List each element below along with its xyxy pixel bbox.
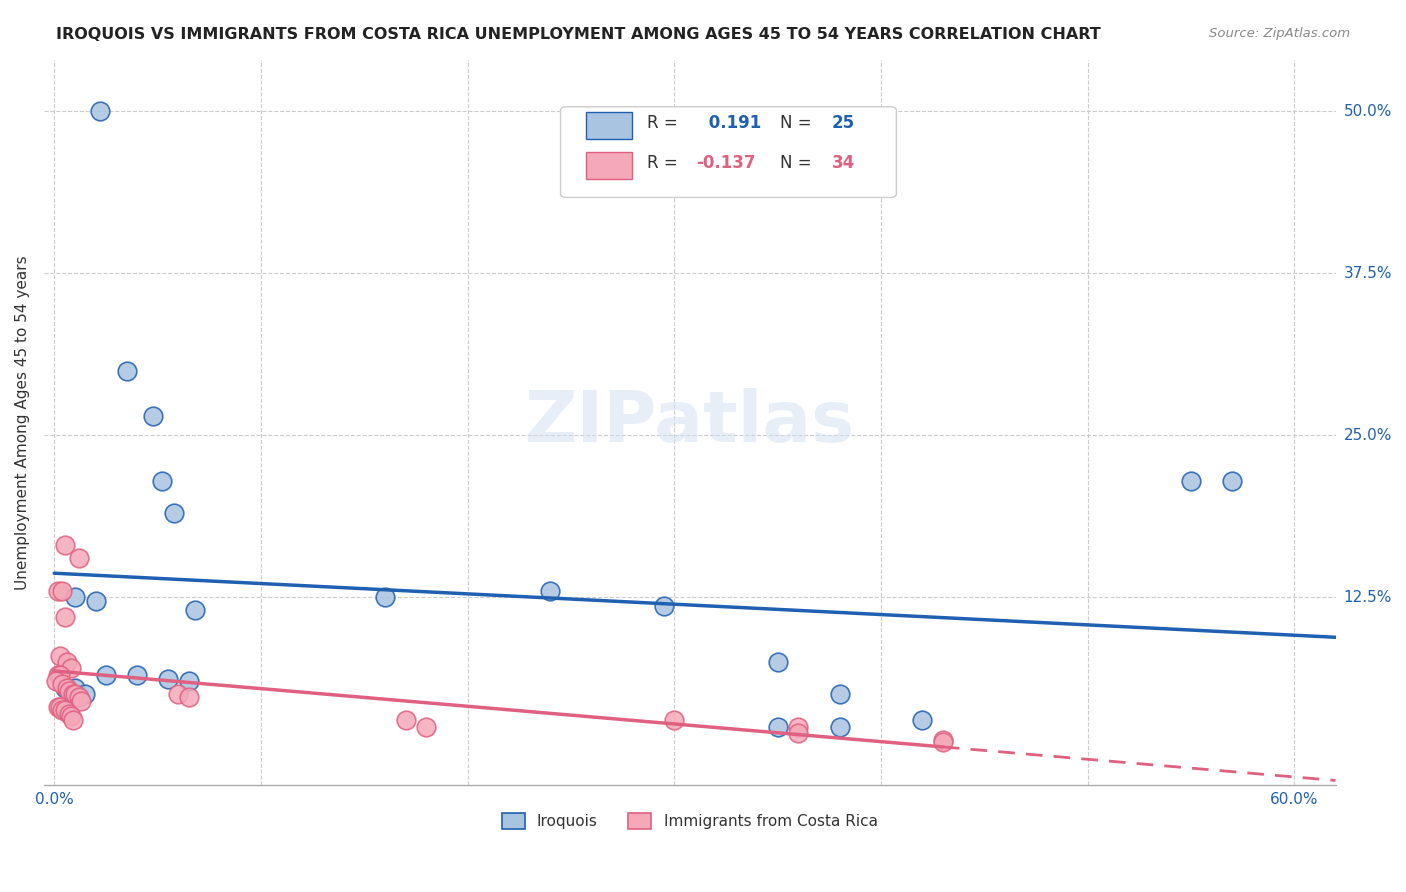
Point [932,732,955,747]
Text: R =: R = [647,154,683,172]
Point [828,687,851,701]
Point [62,714,84,728]
Point [63,687,86,701]
Point [932,735,955,749]
Text: N =: N = [780,114,817,132]
Text: 25.0%: 25.0% [1344,428,1392,442]
Point [150,474,173,488]
Point [828,720,851,734]
Point [51,583,73,598]
Point [59,661,82,675]
Point [55,655,77,669]
Point [62,687,84,701]
Point [63,591,86,605]
Point [49,700,72,714]
Point [48,583,70,598]
Point [394,714,416,728]
Point [167,687,190,701]
Point [67,690,90,704]
Point [766,655,789,669]
Point [787,720,810,734]
FancyBboxPatch shape [561,107,897,197]
Point [59,709,82,723]
Point [142,409,165,423]
Point [55,681,77,695]
Point [94,668,117,682]
Point [51,677,73,691]
Point [1220,474,1243,488]
Point [48,668,70,682]
Text: Source: ZipAtlas.com: Source: ZipAtlas.com [1209,27,1350,40]
Point [374,591,396,605]
Point [58,706,80,721]
Point [75,687,97,701]
Point [538,583,561,598]
Point [664,714,686,728]
Text: 34: 34 [832,154,855,172]
Point [911,714,934,728]
Text: 60.0%: 60.0% [1270,791,1319,806]
Text: 50.0%: 50.0% [1344,104,1392,119]
Point [53,609,76,624]
Point [156,672,179,686]
Point [177,674,200,689]
Legend: Iroquois, Immigrants from Costa Rica: Iroquois, Immigrants from Costa Rica [496,807,884,836]
Text: 25: 25 [832,114,855,132]
Text: IROQUOIS VS IMMIGRANTS FROM COSTA RICA UNEMPLOYMENT AMONG AGES 45 TO 54 YEARS CO: IROQUOIS VS IMMIGRANTS FROM COSTA RICA U… [56,27,1101,42]
Point [70,694,93,708]
Point [184,603,207,617]
Point [53,681,76,695]
Point [89,104,111,119]
Text: 37.5%: 37.5% [1344,266,1392,281]
Text: 0.191: 0.191 [703,114,761,132]
Text: 12.5%: 12.5% [1344,590,1392,605]
Point [63,681,86,695]
Text: N =: N = [780,154,817,172]
Y-axis label: Unemployment Among Ages 45 to 54 years: Unemployment Among Ages 45 to 54 years [15,255,30,590]
Text: ZIPatlas: ZIPatlas [524,388,855,457]
Point [84,594,107,608]
Point [115,363,138,377]
Point [58,683,80,698]
Text: R =: R = [647,114,683,132]
Point [53,538,76,552]
Point [49,648,72,663]
Point [177,690,200,704]
Point [163,506,186,520]
Point [49,668,72,682]
Point [652,599,675,614]
Point [53,703,76,717]
Point [67,551,90,566]
Point [45,674,67,689]
Point [51,703,73,717]
FancyBboxPatch shape [586,112,631,139]
Point [787,726,810,740]
Point [1180,474,1202,488]
Text: -0.137: -0.137 [696,154,755,172]
Point [766,720,789,734]
Text: 0.0%: 0.0% [35,791,73,806]
FancyBboxPatch shape [586,152,631,179]
Point [415,720,437,734]
Point [48,700,70,714]
Point [125,668,148,682]
